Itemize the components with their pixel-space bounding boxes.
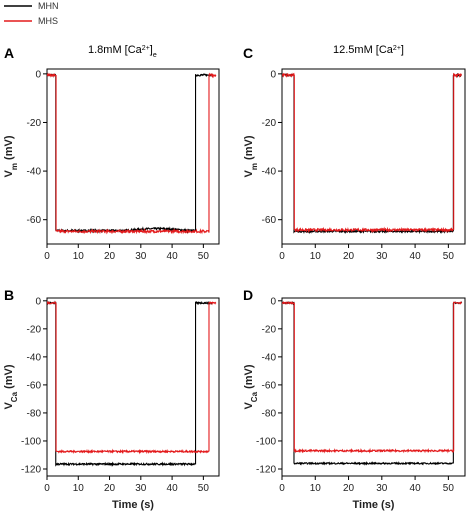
y-tick-label: -80 [27,408,42,419]
panel-letter-c: C [243,45,253,61]
y-tick-label: -80 [262,408,277,419]
y-tick-label: -100 [256,436,276,447]
x-tick-label: 40 [410,483,422,494]
panel-letter-b: B [4,287,14,303]
x-tick-label: 0 [44,483,50,494]
series-line-mhs [282,72,462,234]
x-axis-title: Time (s) [353,499,395,511]
series-line-mhn [47,72,213,234]
y-tick-label: -20 [262,324,277,335]
x-tick-label: 10 [73,251,85,262]
condition-label-left: 1.8mM [Ca2+]e [88,44,157,59]
y-tick-label: 0 [35,296,41,307]
x-tick-label: 30 [376,483,388,494]
panel-c: C 0 -20 -40 -60 0 10 20 30 40 50 Vm (mV) [243,45,466,262]
y-tick-label: -60 [262,380,277,391]
legend-label-mhs: MHS [38,16,58,26]
y-axis-title: Vm (mV) [3,135,19,177]
plot-frame [46,297,220,477]
x-tick-label: 40 [167,251,179,262]
series-line-mhs [47,72,217,235]
x-tick-label: 0 [279,251,285,262]
series-line-mhn [282,73,462,235]
series-line-mhs [282,301,462,454]
y-axis-title: VCa (mV) [3,364,19,409]
x-tick-label: 50 [443,483,455,494]
y-tick-label: -100 [21,436,41,447]
y-tick-label: -60 [262,215,277,226]
y-tick-label: -40 [27,352,42,363]
legend-label-mhn: MHN [38,1,59,11]
x-tick-label: 50 [443,251,455,262]
x-tick-label: 20 [343,251,355,262]
x-tick-label: 50 [198,483,210,494]
condition-label-right: 12.5mM [Ca2+] [333,44,404,56]
x-tick-label: 20 [343,483,355,494]
x-tick-label: 0 [279,483,285,494]
x-tick-label: 30 [376,251,388,262]
plot-frame [281,68,466,245]
x-tick-label: 40 [410,251,422,262]
y-tick-label: -120 [256,464,276,475]
y-tick-label: -20 [262,118,277,129]
x-tick-label: 20 [104,251,116,262]
plot-frame [46,68,220,245]
y-axis-title: VCa (mV) [243,364,259,409]
x-tick-label: 40 [167,483,179,494]
y-tick-label: 0 [270,296,276,307]
panel-letter-a: A [4,45,14,61]
x-tick-label: 0 [44,251,50,262]
x-tick-label: 10 [310,251,322,262]
x-tick-label: 10 [73,483,85,494]
x-tick-label: 30 [135,483,147,494]
y-tick-label: -60 [27,215,42,226]
x-axis-title: Time (s) [112,499,154,511]
plot-frame [281,297,466,477]
x-tick-label: 20 [104,483,116,494]
series-line-mhn [282,301,463,466]
y-tick-label: -60 [27,380,42,391]
series-line-mhn [47,300,213,467]
y-tick-label: -40 [262,167,277,178]
series-line-mhs [47,300,217,455]
y-tick-label: -40 [27,167,42,178]
y-axis-title: Vm (mV) [243,135,259,177]
y-tick-label: -20 [27,324,42,335]
legend: MHN MHS [4,1,59,26]
panel-letter-d: D [243,287,253,303]
y-tick-label: -40 [262,352,277,363]
y-tick-label: -120 [21,464,41,475]
y-tick-label: 0 [270,69,276,80]
panel-a: A 0 -20 -40 -60 0 10 20 30 40 50 Vm (mV) [3,45,220,262]
y-tick-label: -20 [27,118,42,129]
x-tick-label: 50 [198,251,210,262]
x-tick-label: 10 [310,483,322,494]
y-tick-label: 0 [35,69,41,80]
x-tick-label: 30 [135,251,147,262]
